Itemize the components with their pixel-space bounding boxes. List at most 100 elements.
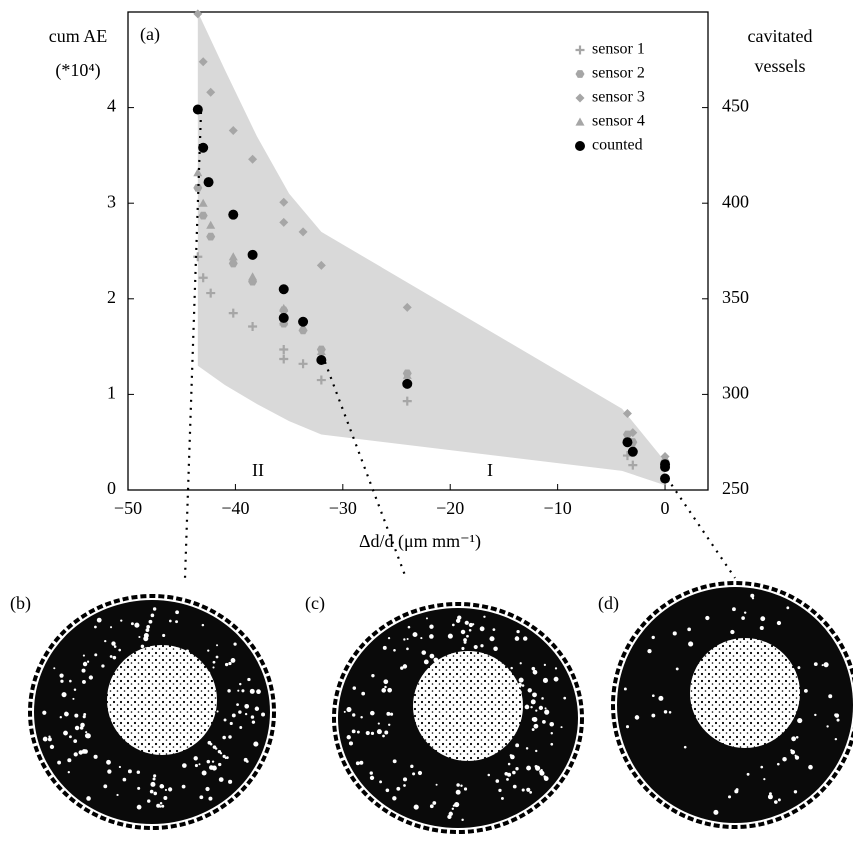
- y-tick-label: 0: [107, 478, 116, 498]
- vessel: [795, 735, 799, 739]
- vessel: [412, 632, 418, 638]
- vessel: [466, 634, 469, 638]
- vessel: [223, 718, 227, 722]
- vessel: [96, 617, 102, 623]
- panel-label: (c): [305, 593, 325, 614]
- vessel: [377, 722, 380, 725]
- vessel: [227, 689, 231, 693]
- vessel: [658, 695, 664, 701]
- vessel: [688, 641, 694, 647]
- vessel: [199, 795, 204, 800]
- vessel: [175, 620, 178, 624]
- marker: [316, 260, 326, 270]
- vessel: [49, 744, 55, 750]
- vessel: [823, 662, 829, 668]
- marker: [298, 227, 308, 237]
- vessel: [365, 730, 370, 736]
- vessel: [48, 735, 51, 738]
- vessel: [143, 632, 149, 638]
- annotation: I: [487, 460, 493, 480]
- vessel: [521, 684, 525, 687]
- vessel: [432, 801, 437, 805]
- vessel: [245, 760, 249, 763]
- vessel: [732, 607, 736, 612]
- vessel: [59, 673, 64, 678]
- vessel: [215, 655, 219, 659]
- marker: [278, 284, 289, 295]
- vessel: [506, 778, 509, 781]
- vessel: [743, 611, 747, 614]
- vessel: [369, 775, 375, 781]
- vessel: [60, 679, 64, 683]
- legend-label: sensor 3: [592, 89, 645, 106]
- vessel: [514, 636, 520, 641]
- vessel: [370, 710, 375, 716]
- vessel: [512, 770, 516, 775]
- vessel: [387, 687, 392, 693]
- vessel: [407, 625, 411, 629]
- vessel: [53, 667, 56, 670]
- vessel: [63, 730, 68, 736]
- vessel: [797, 666, 801, 670]
- vessel: [808, 764, 813, 770]
- marker: [660, 462, 671, 473]
- vessel: [553, 676, 559, 682]
- vessel: [145, 628, 150, 632]
- legend-label: sensor 1: [592, 41, 645, 58]
- vessel: [542, 719, 546, 724]
- vessel: [74, 725, 80, 731]
- vessel: [160, 784, 165, 789]
- y-axis-label: cum AE: [49, 26, 108, 46]
- vessel: [82, 661, 88, 667]
- marker: [278, 312, 289, 323]
- vessel: [529, 790, 533, 794]
- vessel: [219, 752, 223, 755]
- vessel: [59, 716, 62, 719]
- vessel: [120, 619, 123, 622]
- vessel: [233, 642, 237, 646]
- vessel: [705, 615, 710, 621]
- panel-label: (b): [10, 593, 31, 614]
- vessel: [510, 754, 515, 760]
- vessel: [111, 641, 116, 646]
- vessel: [549, 721, 555, 727]
- vessel: [386, 711, 391, 716]
- vessel: [82, 715, 86, 719]
- connector: [183, 111, 203, 579]
- vessel: [137, 786, 141, 790]
- vessel: [826, 725, 829, 728]
- vessel: [393, 648, 396, 652]
- vessel: [370, 731, 375, 735]
- vessel: [376, 729, 382, 735]
- vessel: [107, 769, 112, 774]
- vessel: [473, 644, 478, 650]
- vessel: [651, 694, 655, 698]
- vessel: [122, 777, 127, 782]
- vessel: [524, 704, 530, 710]
- vessel: [550, 731, 553, 735]
- vessel: [447, 814, 452, 820]
- vessel: [797, 718, 803, 724]
- vessel: [231, 713, 236, 718]
- vessel: [67, 758, 72, 763]
- vessel: [152, 777, 156, 781]
- vessel: [382, 645, 387, 650]
- vessel: [535, 749, 538, 753]
- vessel: [790, 749, 796, 755]
- vessel: [523, 636, 528, 641]
- vessel: [138, 635, 141, 639]
- vessel: [821, 664, 824, 667]
- vessel: [162, 633, 166, 637]
- vessel: [247, 677, 251, 682]
- vessel: [164, 788, 168, 792]
- vessel: [94, 653, 98, 657]
- vessel: [224, 662, 229, 667]
- vessel: [104, 639, 107, 643]
- vessel: [786, 606, 790, 610]
- vessel: [423, 659, 429, 665]
- vessel: [348, 741, 354, 746]
- vessel: [531, 728, 535, 731]
- vessel: [82, 654, 85, 657]
- vessel: [828, 694, 833, 699]
- vessel: [460, 784, 463, 787]
